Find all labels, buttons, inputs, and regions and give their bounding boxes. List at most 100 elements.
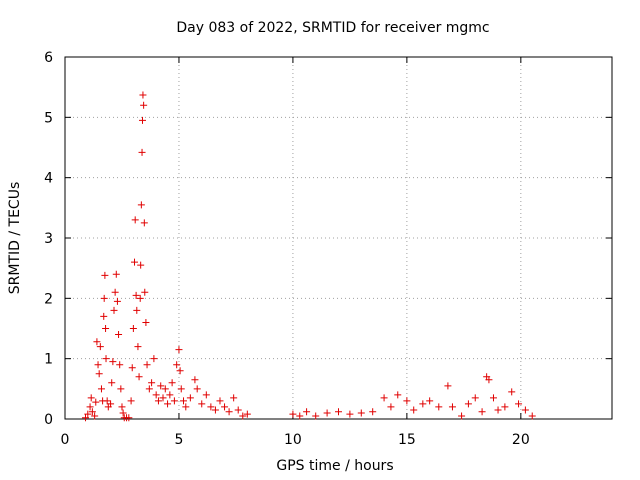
- data-point: [471, 394, 479, 402]
- data-point: [410, 406, 418, 414]
- x-axis-label: GPS time / hours: [276, 458, 393, 474]
- data-point: [136, 294, 144, 302]
- y-tick-label: 1: [44, 352, 53, 368]
- data-point: [148, 379, 156, 387]
- data-point: [139, 91, 147, 99]
- y-tick-label: 3: [44, 231, 53, 247]
- data-point: [157, 382, 165, 390]
- data-point: [494, 406, 502, 414]
- x-tick-label: 0: [61, 432, 70, 448]
- data-point: [369, 408, 377, 416]
- data-point: [141, 288, 149, 296]
- data-point: [166, 391, 174, 399]
- data-point: [403, 397, 411, 405]
- data-point: [118, 403, 126, 411]
- data-point: [115, 331, 123, 339]
- data-point: [211, 406, 219, 414]
- data-point: [109, 358, 117, 366]
- data-point: [154, 397, 162, 405]
- data-point: [138, 148, 146, 156]
- data-point: [193, 385, 201, 393]
- data-point: [95, 370, 103, 378]
- data-point: [177, 385, 185, 393]
- data-point: [387, 403, 395, 411]
- data-point: [116, 361, 124, 369]
- data-point: [346, 410, 354, 418]
- data-point: [88, 408, 96, 416]
- data-point: [191, 376, 199, 384]
- x-tick-label: 10: [284, 432, 302, 448]
- data-point: [94, 361, 102, 369]
- data-point: [100, 312, 108, 320]
- x-tick-label: 20: [512, 432, 530, 448]
- data-point: [96, 343, 104, 351]
- data-point: [91, 412, 99, 420]
- data-point: [110, 306, 118, 314]
- data-point: [127, 397, 135, 405]
- data-point: [108, 379, 116, 387]
- data-point: [182, 403, 190, 411]
- data-point: [131, 258, 139, 266]
- grid: [65, 57, 612, 419]
- data-point: [444, 382, 452, 390]
- data-point: [508, 388, 516, 396]
- y-axis-label: SRMTID / TECUs: [7, 182, 23, 295]
- data-point: [140, 101, 148, 109]
- data-point: [230, 394, 238, 402]
- data-point: [107, 400, 115, 408]
- data-point: [86, 403, 94, 411]
- data-point: [142, 318, 150, 326]
- data-point: [207, 403, 215, 411]
- data-point: [323, 409, 331, 417]
- data-point: [161, 385, 169, 393]
- data-point: [303, 408, 311, 416]
- data-point: [111, 288, 119, 296]
- data-point: [435, 403, 443, 411]
- x-tick-label: 5: [174, 432, 183, 448]
- data-point: [143, 361, 151, 369]
- x-tick-label: 15: [398, 432, 416, 448]
- data-point: [102, 355, 110, 363]
- data-point: [159, 394, 167, 402]
- data-point: [234, 406, 242, 414]
- data-point: [150, 355, 158, 363]
- data-point: [97, 385, 105, 393]
- data-point: [102, 325, 110, 332]
- data-point: [84, 410, 92, 418]
- data-point: [129, 325, 137, 332]
- data-point: [100, 294, 108, 302]
- data-point: [221, 403, 229, 411]
- data-point: [113, 297, 121, 305]
- data-point: [394, 391, 402, 399]
- data-point: [119, 409, 127, 417]
- data-point: [131, 216, 139, 224]
- data-point: [93, 338, 101, 346]
- data-point: [164, 400, 172, 408]
- ticks: 0 5 10 15 20 0 1 2 3 4 5 6: [44, 50, 612, 448]
- data-point: [515, 400, 523, 408]
- data-point: [125, 414, 133, 422]
- data-point: [135, 373, 143, 381]
- data-point: [458, 412, 466, 420]
- data-point: [501, 403, 509, 411]
- data-point: [82, 414, 90, 422]
- data-point: [152, 391, 160, 399]
- chart-title: Day 083 of 2022, SRMTID for receiver mgm…: [176, 20, 489, 36]
- data-point: [137, 201, 145, 209]
- data-point: [485, 376, 493, 384]
- data-point: [448, 403, 456, 411]
- data-point: [138, 116, 146, 124]
- data-point: [134, 343, 142, 351]
- data-point: [296, 412, 304, 420]
- data-point: [137, 261, 145, 269]
- y-tick-label: 4: [44, 171, 53, 187]
- data-point: [216, 397, 224, 405]
- data-point: [173, 361, 181, 369]
- data-point: [419, 400, 427, 408]
- data-point: [176, 367, 184, 375]
- data-point: [170, 397, 178, 405]
- data-point: [128, 364, 136, 372]
- data-point: [101, 271, 109, 279]
- data-point: [140, 219, 148, 227]
